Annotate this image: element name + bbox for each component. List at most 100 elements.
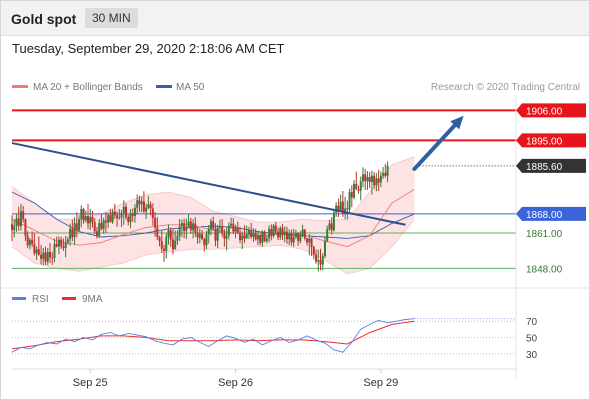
candle-body [272,225,275,236]
candle-body [201,234,204,239]
candle-body [341,201,344,214]
candle-body [120,213,123,218]
candle-body [353,183,356,198]
candle-body [239,232,242,241]
level-label-1885-6: 1885.60 [526,162,563,173]
candle-body [73,223,76,238]
candle-body [125,206,128,218]
x-tick-label: Sep 26 [218,377,253,389]
candle-body [80,208,83,220]
candle-body [377,178,380,183]
candle-body [315,254,318,262]
candle-body [89,217,92,224]
candle-body [326,228,329,242]
candle-body [250,230,253,238]
candle-body [102,220,105,229]
candle-body [310,238,313,248]
candle-body [292,237,295,243]
forecast-arrow-shaft [412,123,457,171]
candle-body [66,239,69,243]
candle-body [31,239,34,244]
candle-body [332,212,335,231]
x-tick-label: Sep 29 [363,377,398,389]
candle-body [19,211,22,227]
candle-body [350,192,353,198]
candle-body [194,223,197,233]
candle-body [384,173,387,176]
candle-body [84,216,87,221]
candle-body [252,232,255,238]
candle-body [285,231,288,240]
candle-body [109,215,112,223]
candle-body [221,226,224,233]
candle-body [375,178,378,186]
candle-body [118,217,121,219]
rsi-tick-50: 50 [526,334,538,345]
candle-body [212,221,215,229]
downtrend-line [11,142,406,226]
candle-body [136,200,139,208]
timeframe-badge[interactable]: 30 MIN [85,8,138,28]
candle-body [346,208,349,210]
candle-body [225,235,228,239]
candle-body [57,239,60,247]
candle-body [230,223,233,226]
candle-body [158,237,161,242]
candle-body [53,243,56,259]
candle-body [167,230,170,237]
candle-body [308,238,311,243]
candle-body [319,260,322,265]
legend-swatch-ma50 [156,85,172,88]
candle-body [196,232,199,238]
candle-body [297,232,300,242]
level-label-1895-bg [516,133,586,148]
candle-body [62,246,65,248]
candle-body [261,232,264,243]
candle-body [178,226,181,236]
candle-body [256,235,259,240]
candle-body [78,219,81,231]
legend-label-9ma: 9MA [82,294,103,305]
candle-body [254,232,257,240]
rsi-line [11,318,415,353]
candle-body [301,229,304,236]
candle-body [247,230,250,235]
candle-body [22,211,25,220]
level-label-1895: 1895.00 [526,136,563,147]
instrument-title: Gold spot [11,11,77,27]
chart-datetime: Tuesday, September 29, 2020 2:18:06 AM C… [12,41,285,56]
candle-body [337,205,340,212]
candle-body [127,217,130,223]
candle-body [44,252,47,262]
candle-body [71,228,74,238]
candle-body [11,224,13,231]
legend-swatch-ma20 [12,85,28,88]
legend-label-ma50: MA 50 [176,82,205,93]
bollinger-band-fill [12,156,415,274]
candle-body [232,223,235,232]
candle-body [87,216,90,224]
candle-body [28,239,31,246]
candle-body [241,235,244,241]
level-label-1885-6-bg [516,158,586,173]
candle-body [104,220,107,223]
candle-body [368,177,371,183]
forecast-arrow-head [450,115,464,130]
candle-body [51,257,54,259]
candle-body [321,256,324,265]
candle-body [15,218,18,226]
candle-body [35,249,38,254]
candle-body [283,231,286,235]
candle-body [328,223,331,229]
candle-body [171,239,174,250]
level-label-1906: 1906.00 [526,106,563,117]
candle-body [335,205,338,213]
candle-body [169,230,172,240]
candle-body [95,231,98,236]
candle-body [274,225,277,232]
candle-body [359,181,362,191]
candle-body [265,238,268,242]
candle-body [223,232,226,239]
candle-body [373,175,376,186]
candle-body [151,208,154,218]
